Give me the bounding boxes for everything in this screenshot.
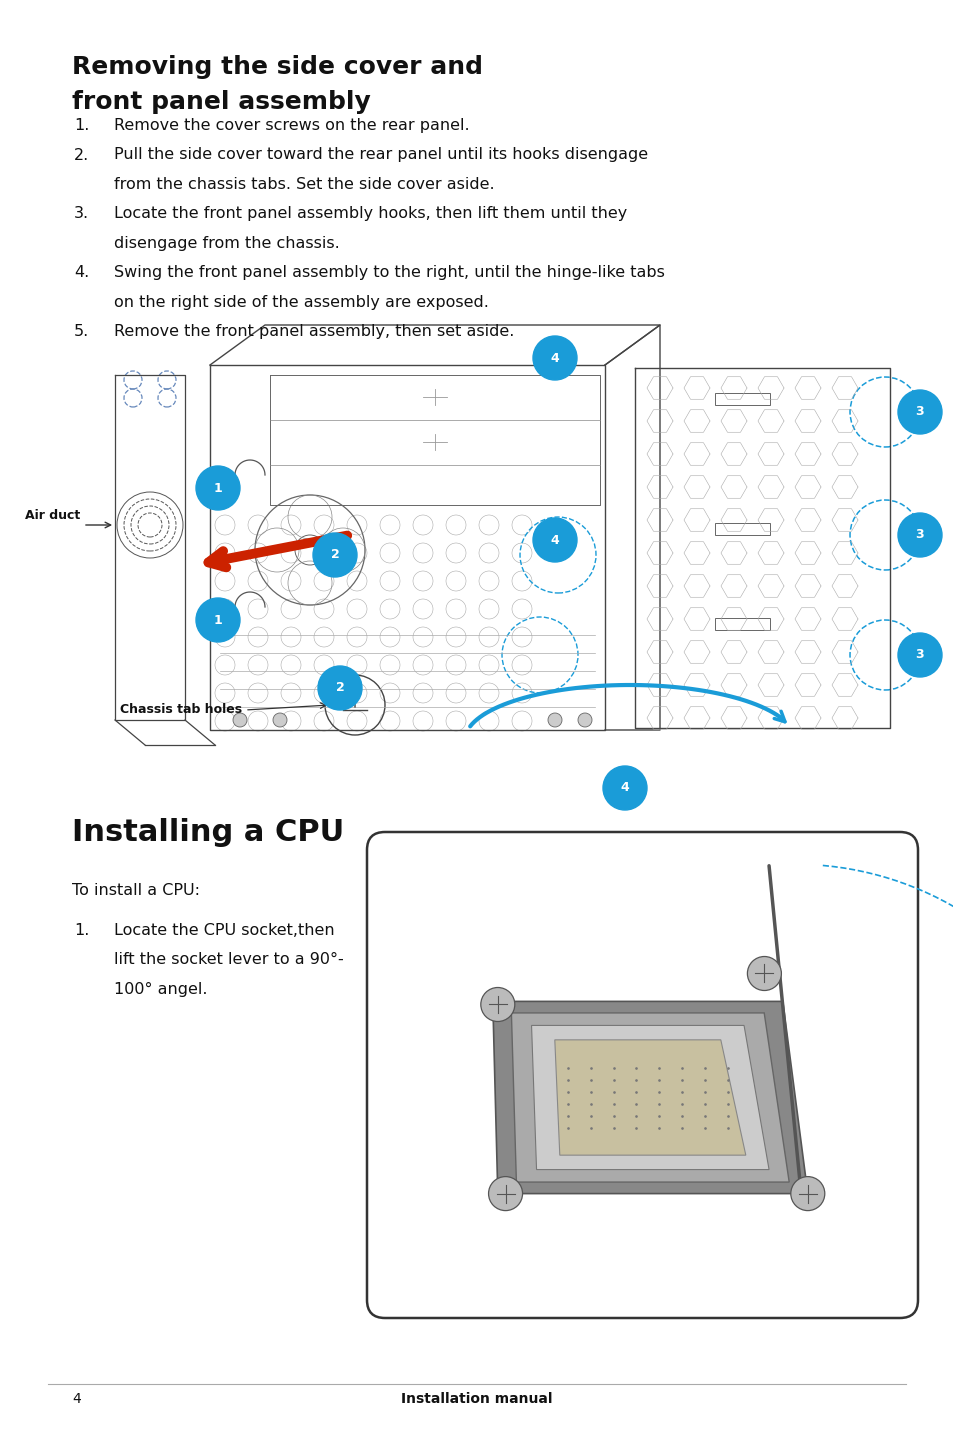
Text: Installing a CPU: Installing a CPU (71, 818, 344, 847)
Circle shape (233, 713, 247, 728)
Text: lift the socket lever to a 90°-: lift the socket lever to a 90°- (113, 952, 343, 968)
Text: 4: 4 (550, 351, 558, 364)
Text: 3: 3 (915, 649, 923, 661)
Text: 100° angel.: 100° angel. (113, 982, 208, 997)
Circle shape (488, 1176, 522, 1211)
FancyBboxPatch shape (367, 833, 917, 1319)
Text: 2: 2 (335, 682, 344, 695)
Circle shape (602, 766, 646, 810)
Text: Swing the front panel assembly to the right, until the hinge-like tabs: Swing the front panel assembly to the ri… (113, 266, 664, 280)
Polygon shape (493, 1001, 807, 1194)
Text: 1.: 1. (74, 118, 90, 132)
Text: 4.: 4. (74, 266, 90, 280)
Circle shape (480, 988, 515, 1021)
Bar (714, 618, 769, 630)
Text: Removing the side cover and: Removing the side cover and (71, 55, 482, 79)
Text: 4: 4 (620, 781, 629, 795)
Circle shape (897, 633, 941, 677)
Text: 1: 1 (213, 482, 222, 495)
Text: Locate the CPU socket,then: Locate the CPU socket,then (113, 923, 335, 938)
Circle shape (313, 533, 356, 577)
Circle shape (533, 518, 577, 562)
Text: Remove the front panel assembly, then set aside.: Remove the front panel assembly, then se… (113, 325, 514, 339)
Text: Remove the cover screws on the rear panel.: Remove the cover screws on the rear pane… (113, 118, 469, 132)
Text: 4: 4 (550, 533, 558, 546)
Text: from the chassis tabs. Set the side cover aside.: from the chassis tabs. Set the side cove… (113, 177, 494, 193)
Circle shape (746, 956, 781, 991)
Text: 5.: 5. (74, 325, 90, 339)
Bar (714, 523, 769, 535)
Text: disengage from the chassis.: disengage from the chassis. (113, 236, 339, 252)
Text: 3: 3 (915, 529, 923, 542)
Circle shape (317, 666, 361, 710)
Text: 2: 2 (331, 548, 339, 561)
Text: 1.: 1. (74, 923, 90, 938)
Polygon shape (511, 1012, 788, 1182)
Text: on the right side of the assembly are exposed.: on the right side of the assembly are ex… (113, 295, 488, 311)
Text: 2.: 2. (74, 148, 90, 162)
Circle shape (273, 713, 287, 728)
Text: Pull the side cover toward the rear panel until its hooks disengage: Pull the side cover toward the rear pane… (113, 148, 647, 162)
Circle shape (547, 713, 561, 728)
Text: Chassis tab holes: Chassis tab holes (120, 703, 242, 716)
Polygon shape (531, 1025, 768, 1169)
Circle shape (790, 1176, 824, 1211)
Text: front panel assembly: front panel assembly (71, 91, 371, 114)
Text: To install a CPU:: To install a CPU: (71, 883, 200, 897)
Text: Air duct: Air duct (25, 509, 80, 522)
Circle shape (533, 336, 577, 380)
Circle shape (897, 390, 941, 434)
Text: 1: 1 (213, 614, 222, 627)
Text: 4: 4 (71, 1392, 81, 1406)
Circle shape (195, 466, 240, 510)
Text: 3: 3 (915, 406, 923, 418)
Circle shape (897, 513, 941, 557)
Polygon shape (555, 1040, 745, 1155)
Bar (714, 393, 769, 406)
Text: Locate the front panel assembly hooks, then lift them until they: Locate the front panel assembly hooks, t… (113, 207, 626, 221)
Circle shape (578, 713, 592, 728)
Circle shape (195, 598, 240, 641)
Text: Installation manual: Installation manual (401, 1392, 552, 1406)
Text: 3.: 3. (74, 207, 89, 221)
